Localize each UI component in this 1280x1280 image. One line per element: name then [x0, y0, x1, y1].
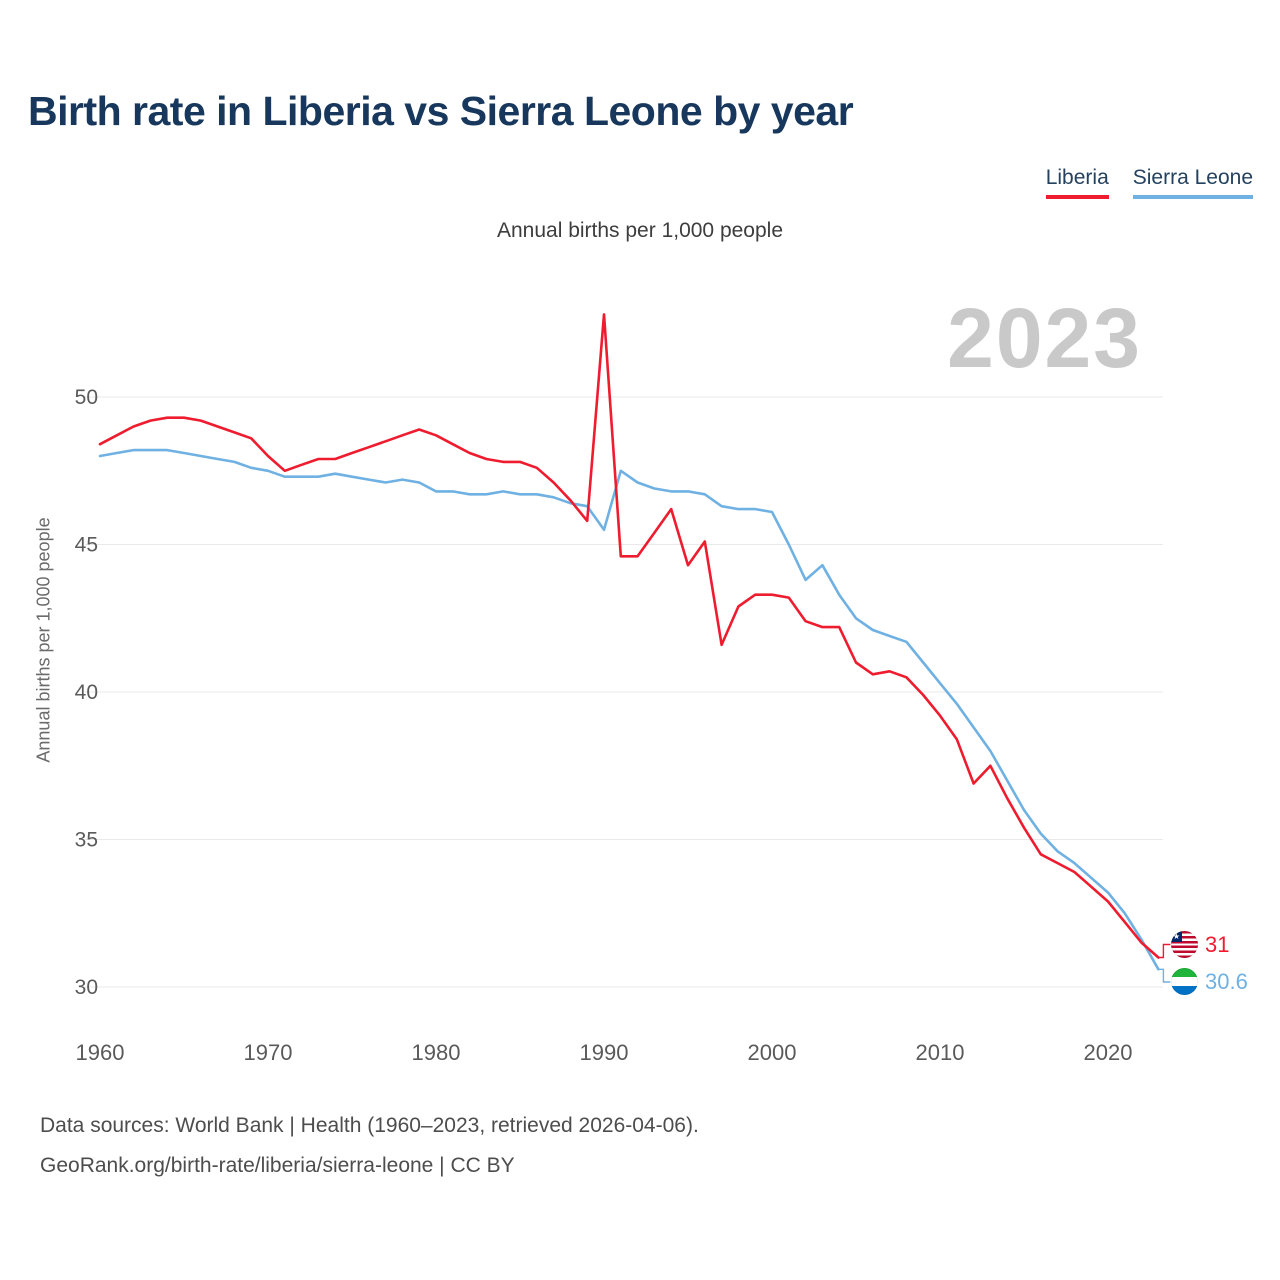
x-tick-label: 1960: [76, 1040, 125, 1065]
legend-item-sierra-leone[interactable]: Sierra Leone: [1132, 166, 1253, 199]
sierra-leone-end-label: 30.6: [1171, 968, 1248, 995]
liberia-flag-icon: [1171, 931, 1198, 958]
chart-subtitle: Annual births per 1,000 people: [496, 219, 784, 242]
page-title: Birth rate in Liberia vs Sierra Leone by…: [28, 88, 854, 134]
end-label-connector: [1158, 943, 1171, 959]
y-tick-label: 45: [75, 534, 98, 557]
footer: Data sources: World Bank | Health (1960–…: [40, 1106, 699, 1186]
y-tick-label: 40: [75, 681, 98, 704]
liberia-end-value: 31: [1205, 931, 1230, 957]
sierra-leone-line: [98, 448, 1160, 971]
attribution-text: GeoRank.org/birth-rate/liberia/sierra-le…: [40, 1154, 515, 1177]
liberia-line: [98, 313, 1160, 959]
x-tick-label: 2000: [748, 1040, 797, 1065]
sierra-leone-end-value: 30.6: [1205, 968, 1248, 994]
legend-item-liberia[interactable]: Liberia: [1045, 166, 1109, 199]
legend: Liberia Sierra Leone: [1045, 166, 1253, 199]
watermark-year: 2023: [947, 291, 1142, 385]
data-sources-text: Data sources: World Bank | Health (1960–…: [40, 1114, 699, 1137]
y-tick-label: 30: [75, 976, 98, 999]
sierra-leone-flag-icon: [1171, 968, 1198, 995]
end-label-connector: [1158, 968, 1171, 983]
y-tick-label: 35: [75, 829, 98, 852]
x-tick-label: 1980: [412, 1040, 461, 1065]
y-axis-label: Annual births per 1,000 people: [33, 517, 54, 763]
x-tick-label: 1970: [244, 1040, 293, 1065]
liberia-end-label: 31: [1171, 931, 1229, 958]
x-tick-label: 2020: [1084, 1040, 1133, 1065]
y-tick-label: 50: [75, 386, 98, 409]
x-tick-label: 2010: [916, 1040, 965, 1065]
x-tick-label: 1990: [580, 1040, 629, 1065]
